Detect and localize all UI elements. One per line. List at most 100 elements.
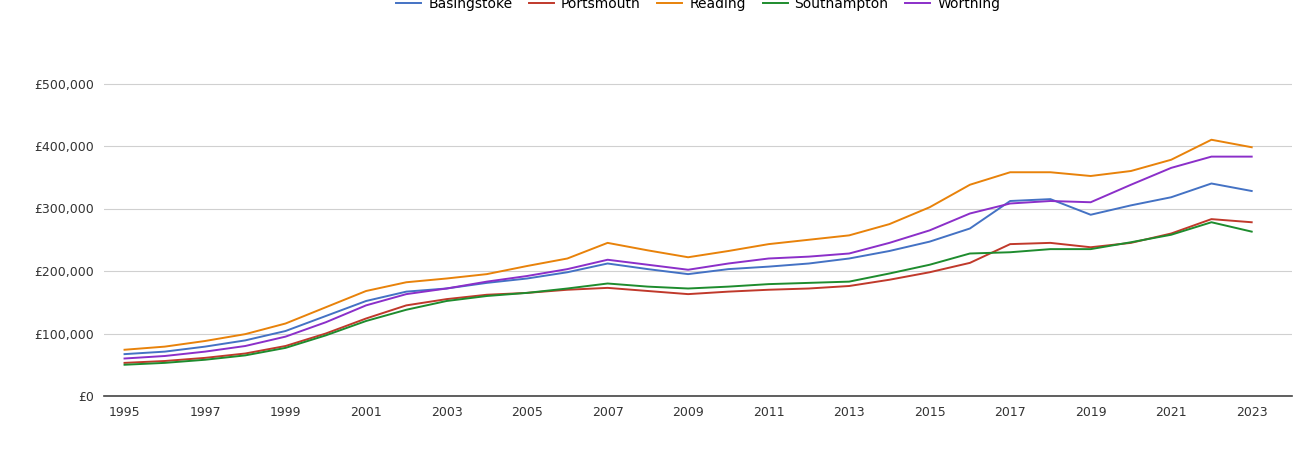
Portsmouth [1043,240,1058,246]
Southampton [761,281,776,287]
Basingstoke [639,266,655,272]
Worthing [438,286,454,291]
Basingstoke [1043,196,1058,202]
Southampton [359,318,375,324]
Basingstoke [680,271,696,277]
Reading [600,240,616,246]
Portsmouth [560,287,576,292]
Worthing [359,303,375,308]
Basingstoke [720,266,736,272]
Worthing [157,353,172,359]
Portsmouth [479,292,495,297]
Reading [720,248,736,254]
Basingstoke [116,351,132,357]
Portsmouth [720,289,736,294]
Portsmouth [398,303,414,308]
Portsmouth [1163,231,1178,236]
Southampton [1083,247,1099,252]
Worthing [1083,199,1099,205]
Portsmouth [921,270,937,275]
Basingstoke [1203,181,1219,186]
Southampton [962,251,977,256]
Reading [921,205,937,210]
Southampton [842,279,857,284]
Southampton [398,307,414,312]
Portsmouth [1203,216,1219,222]
Reading [801,237,817,243]
Portsmouth [801,286,817,291]
Reading [842,233,857,238]
Reading [560,256,576,261]
Basingstoke [438,286,454,291]
Portsmouth [197,355,213,360]
Southampton [157,360,172,365]
Portsmouth [842,284,857,289]
Portsmouth [639,288,655,294]
Reading [761,241,776,247]
Basingstoke [882,248,898,254]
Worthing [962,211,977,216]
Reading [197,338,213,344]
Reading [962,182,977,188]
Basingstoke [238,338,253,343]
Reading [882,221,898,227]
Reading [116,347,132,352]
Basingstoke [600,261,616,266]
Southampton [1002,250,1018,255]
Reading [238,331,253,337]
Portsmouth [238,351,253,356]
Reading [278,321,294,326]
Line: Portsmouth: Portsmouth [124,219,1251,363]
Southampton [1203,220,1219,225]
Southampton [801,280,817,286]
Basingstoke [398,289,414,294]
Reading [398,279,414,285]
Worthing [1163,165,1178,171]
Basingstoke [1163,194,1178,200]
Southampton [1163,232,1178,238]
Southampton [680,286,696,291]
Southampton [116,362,132,368]
Basingstoke [278,328,294,334]
Worthing [842,251,857,256]
Basingstoke [921,239,937,244]
Worthing [1203,154,1219,159]
Basingstoke [761,264,776,269]
Worthing [398,292,414,297]
Basingstoke [560,270,576,275]
Portsmouth [359,316,375,321]
Portsmouth [962,260,977,265]
Basingstoke [842,256,857,261]
Reading [519,263,535,269]
Worthing [479,279,495,284]
Worthing [720,261,736,266]
Basingstoke [1083,212,1099,217]
Worthing [560,266,576,272]
Portsmouth [680,292,696,297]
Worthing [801,254,817,259]
Southampton [1244,229,1259,234]
Reading [1002,170,1018,175]
Basingstoke [1124,202,1139,208]
Basingstoke [1002,198,1018,204]
Worthing [600,257,616,262]
Worthing [197,349,213,354]
Portsmouth [1083,244,1099,250]
Portsmouth [761,287,776,292]
Worthing [519,273,535,279]
Worthing [882,240,898,246]
Reading [1083,173,1099,179]
Reading [1203,137,1219,143]
Line: Southampton: Southampton [124,222,1251,365]
Reading [680,255,696,260]
Portsmouth [1124,240,1139,246]
Reading [639,248,655,253]
Portsmouth [600,285,616,291]
Reading [157,344,172,349]
Southampton [882,271,898,276]
Worthing [680,267,696,272]
Reading [1163,157,1178,162]
Basingstoke [801,261,817,266]
Southampton [1043,247,1058,252]
Portsmouth [882,277,898,283]
